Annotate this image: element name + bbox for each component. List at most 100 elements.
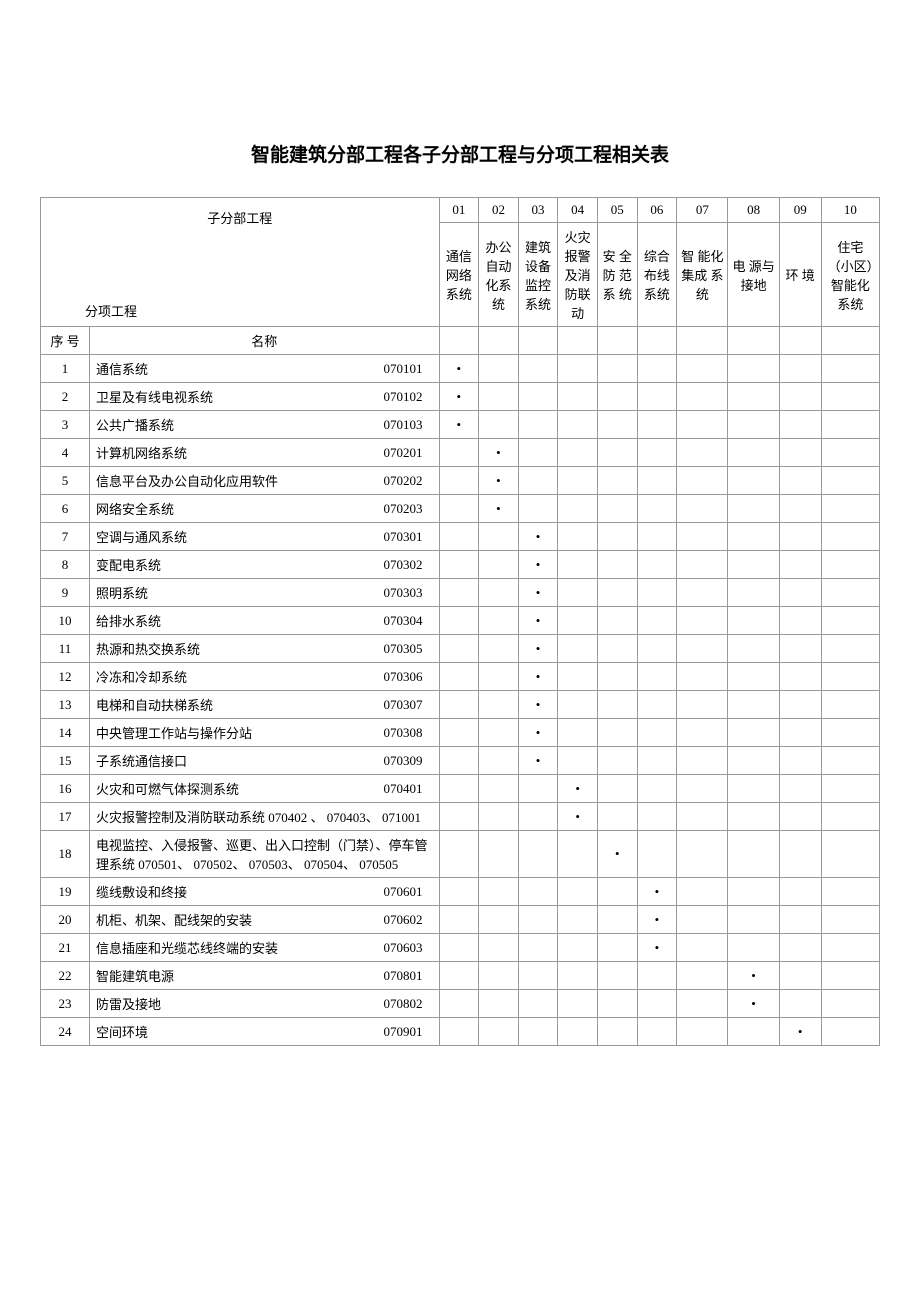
mark-cell: [821, 747, 879, 775]
mark-cell: •: [479, 467, 519, 495]
table-row: 17火灾报警控制及消防联动系统 070402 、 070403、 071001•: [41, 803, 880, 831]
item-code: 070305: [384, 641, 435, 657]
mark-cell: [728, 467, 779, 495]
mark-cell: [597, 439, 637, 467]
item-code: 070303: [384, 585, 435, 601]
mark-cell: [821, 495, 879, 523]
item-label: 子系统通信接口: [96, 751, 187, 770]
col-label: 办公自动化系统: [479, 223, 519, 327]
mark-cell: [597, 775, 637, 803]
mark-cell: [439, 691, 479, 719]
mark-cell: [518, 467, 558, 495]
mark-cell: [637, 803, 677, 831]
table-row: 7空调与通风系统070301•: [41, 523, 880, 551]
mark-cell: [821, 663, 879, 691]
mark-cell: [439, 747, 479, 775]
table-row: 10给排水系统070304•: [41, 607, 880, 635]
mark-cell: [728, 411, 779, 439]
seq-cell: 4: [41, 439, 90, 467]
mark-cell: [637, 831, 677, 878]
mark-cell: [479, 906, 519, 934]
mark-cell: [728, 355, 779, 383]
sub-header-row: 序 号 名称: [41, 327, 880, 355]
mark-cell: [677, 775, 728, 803]
col-label: 火灾报警及消防联动: [558, 223, 598, 327]
seq-cell: 19: [41, 878, 90, 906]
seq-cell: 24: [41, 1018, 90, 1046]
seq-cell: 22: [41, 962, 90, 990]
mark-cell: [779, 962, 821, 990]
mark-cell: [597, 467, 637, 495]
mark-cell: [518, 355, 558, 383]
mark-cell: [728, 523, 779, 551]
mark-cell: [821, 607, 879, 635]
mark-cell: [637, 495, 677, 523]
mark-cell: [597, 747, 637, 775]
table-body: 1通信系统070101•2卫星及有线电视系统070102•3公共广播系统0701…: [41, 355, 880, 1046]
mark-cell: [677, 495, 728, 523]
item-code: 070602: [384, 912, 435, 928]
mark-cell: [558, 719, 598, 747]
col-label: 住宅（小区）智能化系统: [821, 223, 879, 327]
seq-cell: 15: [41, 747, 90, 775]
mark-cell: [439, 607, 479, 635]
mark-cell: [779, 831, 821, 878]
mark-cell: [479, 831, 519, 878]
mark-cell: [558, 355, 598, 383]
mark-cell: [677, 1018, 728, 1046]
mark-cell: [821, 990, 879, 1018]
mark-cell: [677, 962, 728, 990]
seq-cell: 11: [41, 635, 90, 663]
item-code: 070102: [384, 389, 435, 405]
name-cell: 给排水系统070304: [89, 607, 439, 635]
mark-cell: [518, 383, 558, 411]
mark-cell: [597, 663, 637, 691]
mark-cell: •: [637, 878, 677, 906]
mark-cell: [821, 467, 879, 495]
mark-cell: [728, 579, 779, 607]
mark-cell: [518, 831, 558, 878]
col-label: 安 全防 范系 统: [597, 223, 637, 327]
mark-cell: •: [518, 663, 558, 691]
item-label: 网络安全系统: [96, 499, 174, 518]
mark-cell: [821, 962, 879, 990]
mark-cell: •: [518, 747, 558, 775]
mark-cell: [677, 635, 728, 663]
mark-cell: [479, 663, 519, 691]
col-num-row: 子分部工程 分项工程 01 02 03 04 05 06 07 08 09 10: [41, 198, 880, 223]
mark-cell: [728, 495, 779, 523]
mark-cell: [677, 551, 728, 579]
mark-cell: [728, 878, 779, 906]
mark-cell: [728, 906, 779, 934]
item-label: 通信系统: [96, 359, 148, 378]
mark-cell: [439, 523, 479, 551]
mark-cell: [597, 579, 637, 607]
item-label: 冷冻和冷却系统: [96, 667, 187, 686]
mark-cell: [439, 439, 479, 467]
table-row: 24空间环境070901•: [41, 1018, 880, 1046]
mark-cell: [821, 355, 879, 383]
mark-cell: [728, 383, 779, 411]
item-code: 070802: [384, 996, 435, 1012]
item-label: 给排水系统: [96, 611, 161, 630]
name-cell: 信息插座和光缆芯线终端的安装070603: [89, 934, 439, 962]
name-cell: 网络安全系统070203: [89, 495, 439, 523]
name-cell: 子系统通信接口070309: [89, 747, 439, 775]
sub-header-cell: 子分部工程 分项工程: [41, 198, 440, 327]
mark-cell: [637, 551, 677, 579]
seq-cell: 9: [41, 579, 90, 607]
name-cell: 空调与通风系统070301: [89, 523, 439, 551]
table-row: 21信息插座和光缆芯线终端的安装070603•: [41, 934, 880, 962]
mark-cell: [479, 719, 519, 747]
mark-cell: [779, 551, 821, 579]
item-code: 070306: [384, 669, 435, 685]
item-label: 防雷及接地: [96, 994, 161, 1013]
mark-cell: [779, 663, 821, 691]
table-row: 11热源和热交换系统070305•: [41, 635, 880, 663]
mark-cell: •: [597, 831, 637, 878]
mark-cell: [779, 467, 821, 495]
mark-cell: [728, 775, 779, 803]
mark-cell: •: [518, 579, 558, 607]
table-row: 23防雷及接地070802•: [41, 990, 880, 1018]
mark-cell: [558, 691, 598, 719]
